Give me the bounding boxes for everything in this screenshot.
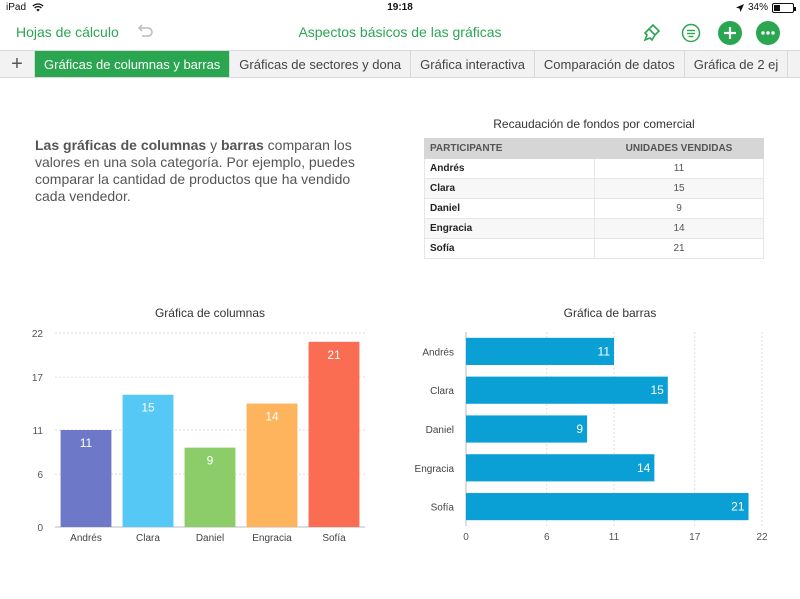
- x-category-label: Andrés: [70, 533, 102, 544]
- table-row[interactable]: Andrés 11: [424, 158, 764, 179]
- horizontal-bar[interactable]: [466, 493, 749, 521]
- horizontal-bar[interactable]: [466, 337, 614, 365]
- table-row[interactable]: Daniel 9: [424, 198, 764, 219]
- column-bar[interactable]: [308, 341, 360, 527]
- document-title[interactable]: Aspectos básicos de las gráficas: [298, 24, 502, 40]
- table-row[interactable]: Clara 15: [424, 178, 764, 199]
- bar-chart-title: Gráfica de barras: [563, 306, 657, 320]
- table-cell-name: Daniel: [424, 198, 595, 219]
- table-header-units: UNIDADES VENDIDAS: [594, 138, 764, 159]
- column-value-label: 21: [327, 348, 341, 362]
- intro-bold-bars: barras: [220, 137, 264, 153]
- more-options-list-icon[interactable]: [679, 21, 703, 45]
- x-tick-label: 11: [609, 532, 620, 543]
- bar-value-label: 9: [576, 422, 583, 436]
- sheet-tabs: + Gráficas de columnas y barras Gráficas…: [0, 50, 800, 78]
- column-chart[interactable]: 0 6 11 17 22 11 Andrés 15 Clara 9 Daniel 14 Engracia…: [0, 320, 400, 550]
- more-ellipsis-icon[interactable]: [756, 21, 780, 45]
- table-row[interactable]: Engracia 14: [424, 218, 764, 239]
- table-header-participant: PARTICIPANTE: [424, 138, 595, 159]
- column-chart-title: Gráfica de columnas: [154, 306, 266, 320]
- x-tick-label: 17: [689, 532, 701, 543]
- x-tick-label: 0: [463, 532, 469, 543]
- horizontal-bar[interactable]: [466, 415, 588, 443]
- x-tick-label: 22: [756, 532, 768, 543]
- add-plus-icon[interactable]: [718, 21, 742, 45]
- horizontal-bar[interactable]: [466, 376, 668, 404]
- y-tick-label: 17: [32, 373, 44, 384]
- column-bar[interactable]: [122, 394, 174, 527]
- y-tick-label: 11: [33, 426, 44, 437]
- y-category-label: Engracia: [415, 464, 455, 475]
- column-bar[interactable]: [246, 403, 298, 527]
- battery-icon: [772, 2, 796, 13]
- table-row[interactable]: Sofía 21: [424, 238, 764, 259]
- device-label: iPad: [6, 2, 27, 13]
- column-value-label: 14: [265, 410, 279, 424]
- y-tick-label: 22: [32, 329, 44, 340]
- status-time: 19:18: [387, 2, 413, 13]
- tab-column-bar-charts[interactable]: Gráficas de columnas y barras: [35, 51, 231, 77]
- back-to-spreadsheets-link[interactable]: Hojas de cálculo: [16, 24, 119, 40]
- table-cell-units: 14: [594, 218, 764, 239]
- table-cell-units: 21: [594, 238, 764, 259]
- x-category-label: Daniel: [196, 533, 224, 544]
- y-category-label: Daniel: [426, 425, 454, 436]
- table-cell-units: 15: [594, 178, 764, 199]
- undo-icon[interactable]: [136, 24, 154, 45]
- toolbar: Hojas de cálculo Aspectos básicos de las…: [0, 16, 800, 50]
- horizontal-bar[interactable]: [466, 454, 655, 482]
- intro-text-2: comparan los valores en una sola categor…: [35, 137, 355, 204]
- intro-bold-columns: Las gráficas de columnas: [35, 137, 207, 153]
- table-cell-units: 9: [594, 198, 764, 219]
- column-bar[interactable]: [184, 447, 236, 527]
- tab-pie-donut-charts[interactable]: Gráficas de sectores y dona: [230, 51, 412, 77]
- bar-chart[interactable]: 0 6 11 17 22 11 Andrés 15 Clara 9 Daniel 14 Engracia…: [400, 320, 800, 550]
- table-title: Recaudación de fondos por comercial: [493, 117, 695, 131]
- bar-value-label: 21: [731, 500, 745, 514]
- intro-paragraph: Las gráficas de columnas y barras compar…: [35, 137, 375, 205]
- location-arrow-icon: [735, 3, 744, 12]
- table-cell-name: Engracia: [424, 218, 595, 239]
- bar-value-label: 14: [637, 461, 651, 475]
- status-bar: iPad 19:18 34%: [0, 0, 800, 16]
- intro-text-1: y: [206, 137, 221, 153]
- y-tick-label: 6: [37, 470, 43, 481]
- y-category-label: Sofía: [431, 503, 455, 514]
- tab-data-comparison[interactable]: Comparación de datos: [535, 51, 685, 77]
- bar-value-label: 11: [598, 344, 611, 358]
- format-brush-icon[interactable]: [640, 21, 664, 45]
- x-category-label: Clara: [136, 533, 160, 544]
- x-category-label: Sofía: [322, 533, 346, 544]
- tab-two-axis-chart[interactable]: Gráfica de 2 ej: [685, 51, 789, 77]
- column-value-label: 9: [207, 454, 214, 468]
- x-tick-label: 6: [544, 532, 550, 543]
- x-category-label: Engracia: [252, 533, 292, 544]
- table-cell-name: Clara: [424, 178, 595, 199]
- add-sheet-plus-icon[interactable]: +: [0, 51, 35, 77]
- tab-interactive-chart[interactable]: Gráfica interactiva: [411, 51, 535, 77]
- column-value-label: 11: [80, 436, 93, 450]
- battery-percent: 34%: [747, 2, 768, 13]
- column-bar[interactable]: [60, 430, 112, 527]
- fundraising-table[interactable]: PARTICIPANTE UNIDADES VENDIDAS Andrés 11…: [424, 138, 764, 259]
- table-cell-name: Andrés: [424, 158, 595, 179]
- table-cell-units: 11: [594, 158, 764, 179]
- column-value-label: 15: [141, 401, 155, 415]
- wifi-icon: [32, 3, 44, 12]
- y-tick-label: 0: [37, 523, 43, 534]
- table-cell-name: Sofía: [424, 238, 595, 259]
- bar-value-label: 15: [650, 383, 664, 397]
- y-category-label: Clara: [430, 386, 454, 397]
- y-category-label: Andrés: [422, 347, 454, 358]
